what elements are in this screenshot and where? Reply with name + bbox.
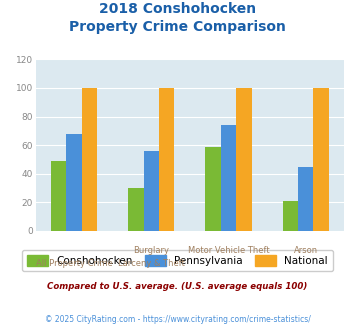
Text: Compared to U.S. average. (U.S. average equals 100): Compared to U.S. average. (U.S. average … bbox=[47, 282, 308, 291]
Text: Property Crime Comparison: Property Crime Comparison bbox=[69, 20, 286, 34]
Text: Burglary: Burglary bbox=[133, 246, 169, 255]
Bar bbox=[66, 134, 82, 231]
Bar bbox=[298, 167, 313, 231]
Text: Larceny & Theft: Larceny & Theft bbox=[118, 259, 185, 268]
Bar bbox=[283, 201, 298, 231]
Legend: Conshohocken, Pennsylvania, National: Conshohocken, Pennsylvania, National bbox=[22, 250, 333, 271]
Bar bbox=[221, 125, 236, 231]
Bar bbox=[159, 88, 174, 231]
Text: Motor Vehicle Theft: Motor Vehicle Theft bbox=[188, 246, 269, 255]
Bar bbox=[51, 161, 66, 231]
Bar bbox=[82, 88, 97, 231]
Bar bbox=[236, 88, 252, 231]
Bar bbox=[205, 147, 221, 231]
Bar bbox=[128, 188, 143, 231]
Text: Arson: Arson bbox=[294, 246, 318, 255]
Text: 2018 Conshohocken: 2018 Conshohocken bbox=[99, 2, 256, 16]
Bar bbox=[143, 151, 159, 231]
Text: All Property Crime: All Property Crime bbox=[36, 259, 113, 268]
Text: © 2025 CityRating.com - https://www.cityrating.com/crime-statistics/: © 2025 CityRating.com - https://www.city… bbox=[45, 315, 310, 324]
Bar bbox=[313, 88, 329, 231]
